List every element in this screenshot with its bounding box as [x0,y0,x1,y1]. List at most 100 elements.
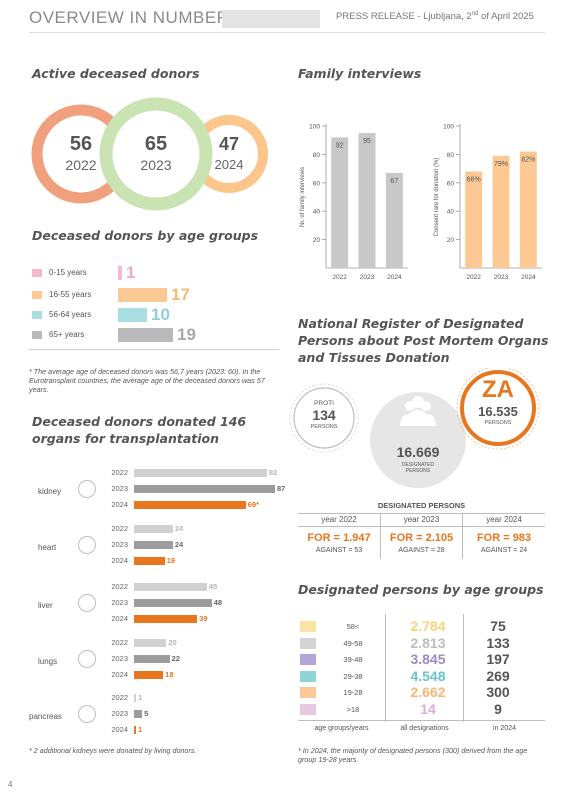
organ-year: 2022 [111,638,128,647]
fi-category-label: 2024 [387,274,402,281]
register-title-line1: National Register of Designated [298,316,524,331]
age-label: 56-64 years [49,310,92,319]
organ-name-liver: liver [38,601,53,610]
fi-tick-label: 60 [313,180,321,187]
organ-year: 2023 [111,484,128,493]
organ-year: 2023 [111,598,128,607]
ag-swatch [300,637,316,649]
ring-2023 [99,97,213,211]
organs-title-line2: organs for transplantation [32,431,220,446]
fi-data-label: 67 [390,178,398,185]
age-swatch [32,269,42,277]
age-swatch [32,331,42,339]
ring-2022-value: 56 [69,133,93,155]
ag-row: 58< 2.784 75 [298,619,558,634]
age-value: 17 [171,285,190,304]
ag-row: 19-28 2.662 300 [298,685,558,700]
cr-tick-label: 80 [447,152,455,159]
dp-col-divider-2 [462,513,463,559]
ag-swatch [300,703,316,715]
ring-2022-year: 2022 [65,157,97,173]
age-bar [118,266,122,280]
proti-label: PROTI [314,400,334,407]
organ-year: 2024 [111,614,128,623]
organ-year: 2023 [111,654,128,663]
organ-value: 48 [213,598,223,607]
organ-value: 1 [138,693,143,702]
ag-row: 39-48 3.845 197 [298,652,558,667]
family-interviews-chart: 20 40 60 80 100 Nr. of family interviews 92 202… [300,124,408,281]
organ-value: 5 [144,709,149,718]
ag-row: 29-38 4.548 269 [298,667,558,684]
organ-year: 2022 [111,468,128,477]
organ-value: 39 [199,614,208,623]
ag-all-value: 2.784 [410,618,446,634]
cr-bar [519,151,537,268]
ag-2024-value: 269 [486,667,510,684]
designated-age-title: Designated persons by age groups [298,582,544,597]
ag-all-value: 3.845 [410,651,446,667]
organ-year: 2024 [111,556,128,565]
press-release-line: PRESS RELEASE - Ljubljana, 2nd of April … [336,11,534,23]
organ-bar-lungs-2024 [134,671,164,679]
organ-bar-kidney-2023 [134,485,275,493]
liver-icon [78,594,96,612]
ring-2023-value: 65 [144,133,168,155]
organ-bar-kidney-2024 [134,501,246,509]
za-circle [460,370,536,446]
organ-bar-lungs-2023 [134,655,170,663]
organ-year: 2022 [111,693,128,702]
organ-name-kidney: kidney [38,487,62,496]
age-bar [118,288,167,302]
organ-year: 2022 [111,524,128,533]
organ-value: 1 [138,725,143,734]
organ-bar-liver-2022 [134,583,207,591]
register-title-line3: and Tissues Donation [298,350,450,365]
organ-value: 24 [174,540,184,549]
dp-for-2022: FOR = 1.947 [307,532,371,544]
cr-category-label: 2022 [466,274,481,281]
age-swatch [32,311,42,319]
people-icon [400,396,436,426]
organ-value: 82 [268,468,278,477]
cr-data-label: 79% [494,161,508,168]
fi-tick-label: 80 [313,152,321,159]
ag-col-label-0: age groups/years [314,725,369,732]
age-groups-frame-line [29,349,279,350]
dp-table-midline [298,526,545,527]
ag-all-value: 14 [420,700,436,717]
fi-category-label: 2023 [360,274,375,281]
heart-icon [78,536,96,554]
organ-year: 2023 [111,540,128,549]
ag-2024-value: 75 [490,618,506,634]
cr-bar [492,155,510,268]
organ-bar-heart-2024 [134,557,165,565]
ag-swatch [300,654,316,665]
ag-col-label-2: in 2024 [493,725,516,732]
cr-tick-label: 100 [443,124,454,131]
ag-label: 39-48 [343,655,363,664]
designated-persons-title: DESIGNATED PERSONS [377,501,466,510]
organ-value: 45 [208,582,218,591]
fi-bar [385,172,403,268]
page-number: 4 [8,780,13,789]
age-groups-note: * The average age of deceased donors was… [29,367,265,395]
age-label: 16-55 years [49,290,92,299]
header-divider [29,32,545,33]
ag-row: >18 14 9 [298,700,558,717]
organs-chart: kidney 2022 82 2023 87 2024 69* heart 2022 24 2023… [29,468,285,734]
age-swatch [32,291,42,299]
age-value: 1 [126,263,136,282]
organ-value: 18 [165,670,174,679]
ag-label: >18 [346,704,360,714]
organ-year: 2022 [111,582,128,591]
age-groups-title: Deceased donors by age groups [32,228,259,243]
organ-bar-pancreas-2022 [134,694,136,702]
za-label: ZA [482,376,514,403]
cr-bar [465,171,483,268]
organ-value: 20 [168,638,177,647]
fi-data-label: 92 [336,142,344,149]
ag-2024-value: 197 [486,651,510,667]
organ-value: 19 [166,556,176,565]
ring-2023-year: 2023 [140,157,172,173]
